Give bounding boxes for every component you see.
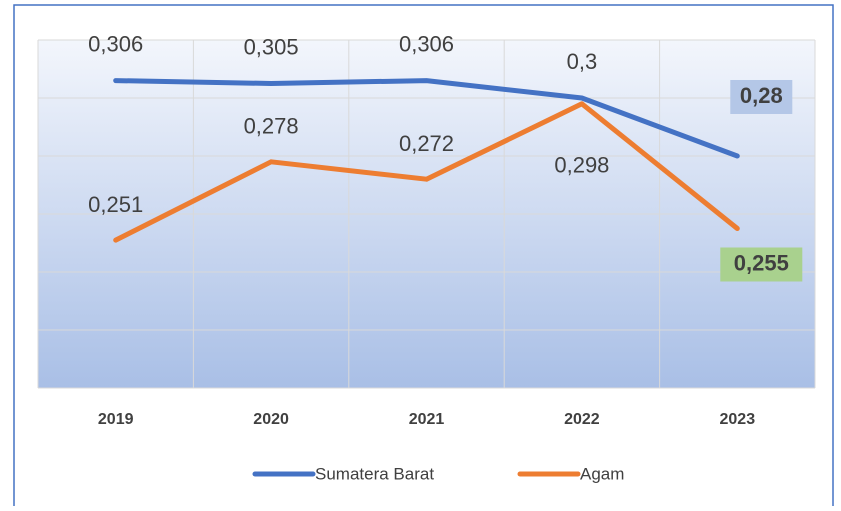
- x-tick-label: 2019: [98, 411, 134, 428]
- legend-label: Sumatera Barat: [315, 464, 434, 483]
- line: [113, 101, 740, 243]
- data-label: 0,278: [244, 114, 299, 139]
- label-box: [730, 80, 793, 114]
- data-label: 0,3: [567, 49, 598, 74]
- legend-label: Agam: [580, 464, 624, 483]
- data-label: 0,255: [734, 250, 789, 275]
- data-label: 0,272: [399, 131, 454, 156]
- x-tick-label: 2020: [253, 411, 289, 428]
- x-tick-label: 2021: [409, 411, 445, 428]
- frame: [13, 4, 834, 511]
- x-tick-label: 2023: [720, 411, 756, 428]
- label-box: [720, 247, 803, 282]
- data-label: 0,305: [244, 34, 299, 59]
- data-label: 0,28: [740, 83, 783, 108]
- data-label: 0,306: [88, 31, 143, 56]
- data-label: 0,251: [88, 192, 143, 217]
- data-label: 0,298: [554, 153, 609, 178]
- line: [113, 78, 740, 159]
- x-tick-label: 2022: [564, 411, 600, 428]
- data-label: 0,306: [399, 31, 454, 56]
